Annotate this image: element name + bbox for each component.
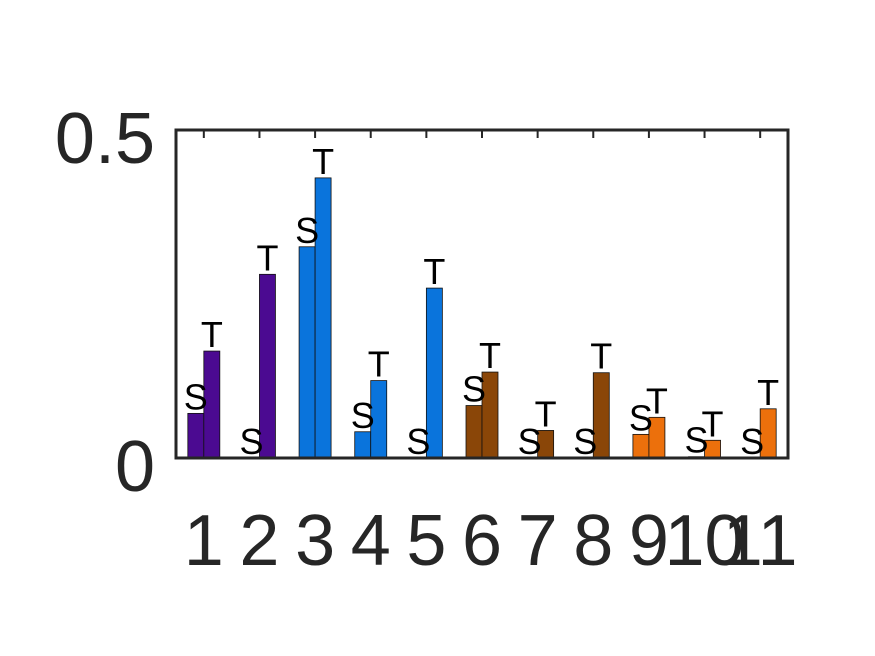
- x-tick-label-11: 11: [723, 501, 798, 581]
- bar-label-t-3: T: [312, 141, 334, 182]
- x-tick-label-6: 6: [462, 501, 502, 581]
- bars-group: [187, 177, 777, 459]
- bar-label-s-1: S: [184, 376, 208, 417]
- bar-label-t-9: T: [646, 380, 668, 421]
- x-tick-label-5: 5: [406, 501, 446, 581]
- bar-s-1: [187, 412, 205, 459]
- bar-label-s-7: S: [518, 421, 542, 462]
- bar-label-s-3: S: [295, 210, 319, 251]
- x-tick-label-9: 9: [629, 501, 669, 581]
- bar-s-3: [298, 246, 316, 459]
- x-tick-label-10: 10: [664, 501, 744, 581]
- x-tick-label-4: 4: [351, 501, 391, 581]
- x-tick-label-1: 1: [184, 501, 224, 581]
- bar-label-t-1: T: [201, 314, 223, 355]
- bar-s-6: [465, 405, 483, 459]
- bar-label-s-6: S: [462, 369, 486, 410]
- bar-label-t-11: T: [757, 372, 779, 413]
- bar-label-s-9: S: [629, 397, 653, 438]
- bar-label-t-5: T: [423, 251, 445, 292]
- bar-label-t-2: T: [256, 237, 278, 278]
- bar-label-s-2: S: [239, 421, 263, 462]
- y-tick-label-top: 0.5: [55, 99, 155, 179]
- bar-label-s-4: S: [351, 395, 375, 436]
- bar-label-t-7: T: [535, 393, 557, 434]
- bar-label-s-8: S: [573, 421, 597, 462]
- y-tick-label-bottom: 0: [115, 427, 155, 507]
- x-tick-label-3: 3: [295, 501, 335, 581]
- bar-label-s-10: S: [685, 420, 709, 461]
- x-tick-label-7: 7: [518, 501, 558, 581]
- bar-label-t-4: T: [368, 344, 390, 385]
- plot-area-frame: [174, 128, 790, 460]
- bar-label-t-10: T: [702, 403, 724, 444]
- bar-label-s-5: S: [406, 421, 430, 462]
- bar-label-t-8: T: [590, 336, 612, 377]
- x-tick-label-8: 8: [573, 501, 613, 581]
- bar-label-t-6: T: [479, 335, 501, 376]
- bar-label-s-11: S: [740, 421, 764, 462]
- x-tick-label-2: 2: [239, 501, 279, 581]
